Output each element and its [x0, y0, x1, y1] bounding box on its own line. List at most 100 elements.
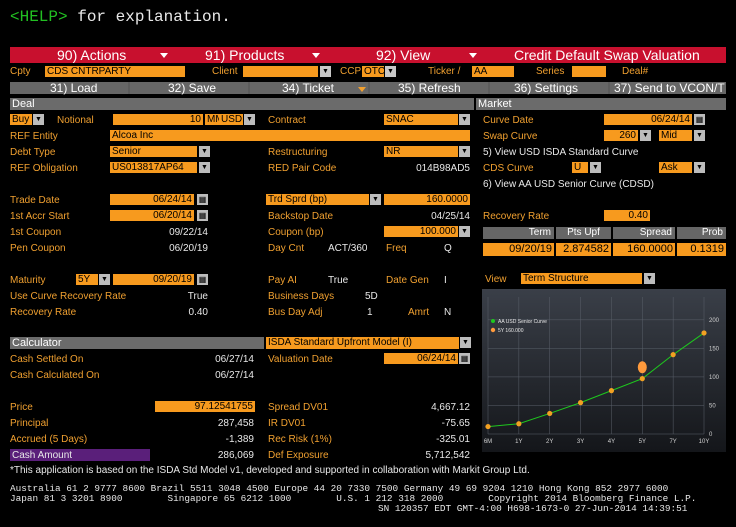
cds-curve-dropdown[interactable]: ▼	[590, 162, 601, 173]
actions-menu[interactable]: 90) Actions	[57, 47, 127, 63]
chart-view-dropdown[interactable]: ▼	[644, 273, 655, 284]
series-field[interactable]	[572, 66, 606, 77]
curve-date-calendar-icon[interactable]: ▦	[694, 114, 705, 125]
products-menu[interactable]: 91) Products	[205, 47, 285, 63]
contract-chevron-down-icon: ▼	[461, 116, 468, 123]
side-chevron-down-icon: ▼	[35, 116, 42, 123]
currency-dropdown[interactable]: ▼	[244, 114, 255, 125]
ref-obligation-field[interactable]: US013817AP64	[110, 162, 197, 173]
backstop-value: 04/25/14	[431, 211, 470, 222]
coupon-field[interactable]: 100.000	[384, 226, 458, 237]
ref-obligation-label: REF Obligation	[10, 163, 78, 174]
pay-ai-value: True	[328, 275, 349, 286]
client-dropdown[interactable]: ▼	[320, 66, 331, 77]
pts-upf-column-header: Pts Upf	[556, 227, 611, 239]
trd-sprd-field[interactable]: 160.0000	[384, 194, 470, 205]
cash-settled-value: 06/27/14	[215, 354, 254, 365]
actions-chevron-down-icon[interactable]	[160, 53, 168, 58]
debt-type-field[interactable]: Senior	[110, 146, 197, 157]
products-chevron-down-icon[interactable]	[312, 53, 320, 58]
coupon-dropdown[interactable]: ▼	[459, 226, 470, 237]
help-tag[interactable]: <HELP>	[10, 8, 68, 26]
pts-upf-cell[interactable]: 2.874582	[556, 243, 611, 256]
chart-y-axis: 0 50 100 150 200	[709, 318, 720, 438]
swap-curve-side-field[interactable]: Mid	[659, 130, 692, 141]
view-menu[interactable]: 92) View	[376, 47, 431, 63]
view-isda-curve-link[interactable]: 5) View USD ISDA Standard Curve	[483, 147, 639, 158]
currency-chevron-down-icon: ▼	[246, 116, 253, 123]
term-cell[interactable]: 09/20/19	[483, 243, 554, 256]
series-point	[485, 423, 491, 430]
trd-sprd-select[interactable]: Trd Sprd (bp)	[266, 194, 369, 205]
swap-curve-field[interactable]: 260	[604, 130, 638, 141]
model-select[interactable]: ISDA Standard Upfront Model (I)	[266, 337, 459, 349]
ref-obligation-dropdown[interactable]: ▼	[199, 162, 210, 173]
ccp-dropdown[interactable]: ▼	[385, 66, 396, 77]
valuation-date-calendar-icon[interactable]: ▦	[459, 353, 470, 364]
trd-sprd-dropdown[interactable]: ▼	[370, 194, 381, 205]
maturity-tenor-field[interactable]: 5Y	[76, 274, 98, 285]
cds-curve-side-field[interactable]: Ask	[659, 162, 692, 173]
chart-view-chevron-down-icon: ▼	[646, 275, 653, 282]
side-dropdown[interactable]: ▼	[33, 114, 44, 125]
save-label: 32) Save	[168, 81, 217, 95]
view-chevron-down-icon[interactable]	[469, 53, 477, 58]
contract-field[interactable]: SNAC	[384, 114, 458, 125]
trade-date-calendar-icon[interactable]: ▦	[197, 194, 208, 205]
ccp-field[interactable]: OTC	[362, 66, 386, 77]
load-button[interactable]: 31) Load	[10, 82, 128, 94]
series-line	[487, 332, 705, 428]
cash-amount-highlight	[10, 449, 150, 461]
settings-button[interactable]: 36) Settings	[490, 82, 608, 94]
client-label: Client	[212, 66, 238, 77]
market-recovery-field[interactable]: 0.40	[604, 210, 650, 221]
legend-series-label: AA USD Senior Curve	[498, 319, 547, 325]
currency-field[interactable]: USD	[219, 114, 243, 125]
restructuring-dropdown[interactable]: ▼	[459, 146, 470, 157]
trade-date-label: Trade Date	[10, 195, 60, 206]
accr-start-field[interactable]: 06/20/14	[110, 210, 194, 221]
send-button[interactable]: 37) Send to VCON/T	[610, 82, 726, 94]
ccp-label: CCP	[340, 66, 362, 77]
cash-calculated-label: Cash Calculated On	[10, 370, 100, 381]
side-field[interactable]: Buy	[10, 114, 32, 125]
cds-curve-side-dropdown[interactable]: ▼	[694, 162, 705, 173]
cash-calculated-value: 06/27/14	[215, 370, 254, 381]
trade-date-field[interactable]: 06/24/14	[110, 194, 194, 205]
debt-type-dropdown[interactable]: ▼	[199, 146, 210, 157]
valuation-date-field[interactable]: 06/24/14	[384, 353, 458, 364]
notional-unit-field[interactable]: MM	[205, 114, 227, 125]
term-column-header: Term	[483, 227, 554, 239]
refresh-button[interactable]: 35) Refresh	[370, 82, 488, 94]
maturity-tenor-dropdown[interactable]: ▼	[99, 274, 110, 285]
load-label: 31) Load	[50, 81, 98, 95]
spread-dv01-value: 4,667.12	[431, 402, 470, 413]
view-senior-curve-link[interactable]: 6) View AA USD Senior Curve (CDSD)	[483, 179, 654, 190]
ir-dv01-label: IR DV01	[268, 418, 306, 429]
contract-dropdown[interactable]: ▼	[459, 114, 470, 125]
maturity-date-field[interactable]: 09/20/19	[113, 274, 194, 285]
ticket-button[interactable]: 34) Ticket	[250, 82, 368, 94]
ref-entity-field[interactable]: Alcoa Inc	[110, 130, 470, 141]
legend-series-swatch	[491, 319, 495, 323]
price-field[interactable]: 97.12541755	[155, 401, 255, 412]
client-field[interactable]	[243, 66, 318, 77]
restructuring-field[interactable]: NR	[384, 146, 458, 157]
prob-cell[interactable]: 0.1319	[677, 243, 726, 256]
notional-field[interactable]: 10	[113, 114, 203, 125]
model-dropdown[interactable]: ▼	[460, 337, 471, 348]
spread-cell[interactable]: 160.0000	[613, 243, 675, 256]
cpty-field[interactable]: CDS CNTRPARTY	[45, 66, 185, 77]
ticker-field[interactable]: AA	[472, 66, 514, 77]
swap-curve-side-dropdown[interactable]: ▼	[694, 130, 705, 141]
chart-view-field[interactable]: Term Structure	[521, 273, 642, 284]
ticket-chevron-down-icon[interactable]	[358, 87, 366, 92]
swap-curve-dropdown[interactable]: ▼	[640, 130, 651, 141]
principal-value: 287,458	[217, 418, 254, 429]
curve-date-field[interactable]: 06/24/14	[604, 114, 692, 125]
save-button[interactable]: 32) Save	[130, 82, 248, 94]
accr-start-calendar-icon[interactable]: ▦	[197, 210, 208, 221]
bus-day-adj-value: 1	[367, 307, 373, 318]
cds-curve-field[interactable]: U	[572, 162, 588, 173]
maturity-calendar-icon[interactable]: ▦	[197, 274, 208, 285]
